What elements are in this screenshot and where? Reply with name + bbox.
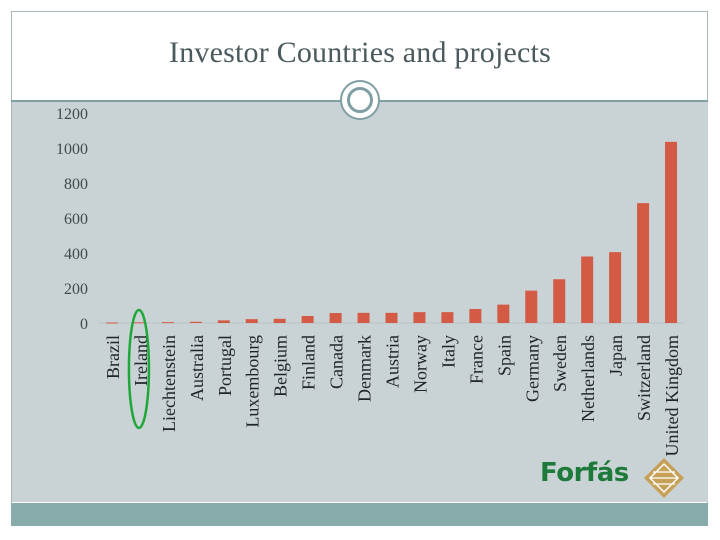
y-tick-label: 200	[64, 281, 88, 298]
x-tick-label: Liechtenstein	[159, 335, 179, 432]
bar	[525, 290, 538, 323]
y-tick-label: 600	[64, 211, 88, 228]
x-tick-label: Netherlands	[578, 335, 598, 422]
bar	[357, 312, 370, 323]
x-tick-label: Belgium	[271, 335, 291, 397]
x-tick-label: Luxembourg	[243, 335, 263, 428]
x-tick-label: Finland	[299, 335, 319, 390]
bar	[581, 256, 594, 323]
x-tick-label: Portugal	[215, 335, 235, 396]
forfas-logo: Forfás	[540, 454, 690, 504]
bar	[441, 312, 454, 323]
bar	[665, 141, 678, 323]
x-tick-label: Ireland	[131, 335, 151, 386]
bar	[245, 319, 258, 323]
x-tick-label: Norway	[410, 335, 430, 393]
x-tick-label: Brazil	[103, 335, 123, 379]
bar	[105, 322, 118, 324]
y-tick-label: 800	[64, 176, 88, 193]
plot-area	[12, 102, 708, 502]
x-tick-label: United Kingdom	[662, 335, 682, 457]
bar	[637, 203, 650, 323]
highlight-ellipse	[127, 308, 151, 430]
y-tick-label: 0	[80, 316, 88, 333]
bar	[189, 321, 202, 323]
bar	[217, 320, 230, 323]
footer-bar	[11, 503, 708, 526]
x-tick-label: Australia	[187, 335, 207, 401]
x-tick-label: Austria	[383, 335, 403, 388]
bar	[273, 318, 286, 323]
bar	[413, 312, 426, 323]
y-tick-label: 400	[64, 246, 88, 263]
x-tick-label: Sweden	[550, 335, 570, 392]
x-tick-label: Italy	[438, 335, 458, 368]
x-tick-label: Spain	[494, 335, 514, 376]
x-tick-label: Japan	[606, 335, 626, 376]
bar	[553, 279, 566, 323]
bar	[133, 322, 146, 324]
bar	[385, 312, 398, 323]
logo-text: Forfás	[540, 458, 629, 488]
bar	[609, 252, 622, 323]
bar	[329, 313, 342, 323]
x-tick-label: France	[466, 335, 486, 384]
bar	[301, 316, 314, 323]
logo-diamond-icon	[644, 458, 684, 498]
bar	[469, 309, 482, 323]
x-tick-label: Switzerland	[634, 335, 654, 421]
x-tick-label: Germany	[522, 335, 542, 402]
bar	[161, 322, 174, 324]
y-tick-label: 1000	[56, 141, 88, 158]
bar	[497, 304, 510, 323]
x-tick-label: Canada	[327, 335, 347, 389]
x-tick-label: Denmark	[355, 335, 375, 402]
slide-title: Investor Countries and projects	[169, 36, 551, 69]
divider-ring-icon	[340, 80, 380, 120]
y-tick-label: 1200	[56, 106, 88, 123]
